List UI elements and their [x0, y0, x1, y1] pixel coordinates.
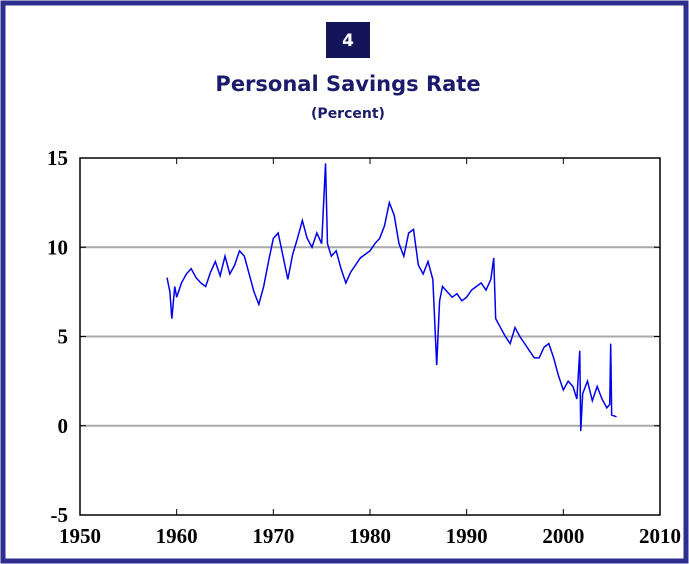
y-tick-label: 10	[47, 235, 68, 259]
y-tick-label: 15	[47, 146, 68, 170]
y-tick-label: 5	[58, 325, 69, 349]
x-tick-label: 2000	[542, 524, 584, 548]
x-tick-label: 1990	[446, 524, 488, 548]
badge-box	[326, 22, 370, 58]
y-tick-label: 0	[58, 414, 69, 438]
x-tick-label: 1970	[252, 524, 294, 548]
x-tick-label: 1950	[59, 524, 101, 548]
x-tick-label: 1980	[349, 524, 391, 548]
plot-border	[79, 157, 661, 516]
x-tick-label: 2010	[639, 524, 681, 548]
line-series	[166, 163, 617, 432]
y-tick-label: -5	[51, 503, 69, 527]
badge: 4	[342, 31, 354, 51]
chart-title: Personal Savings Rate	[215, 72, 480, 96]
chart-subtitle: (Percent)	[311, 106, 385, 122]
x-tick-label: 1960	[156, 524, 198, 548]
